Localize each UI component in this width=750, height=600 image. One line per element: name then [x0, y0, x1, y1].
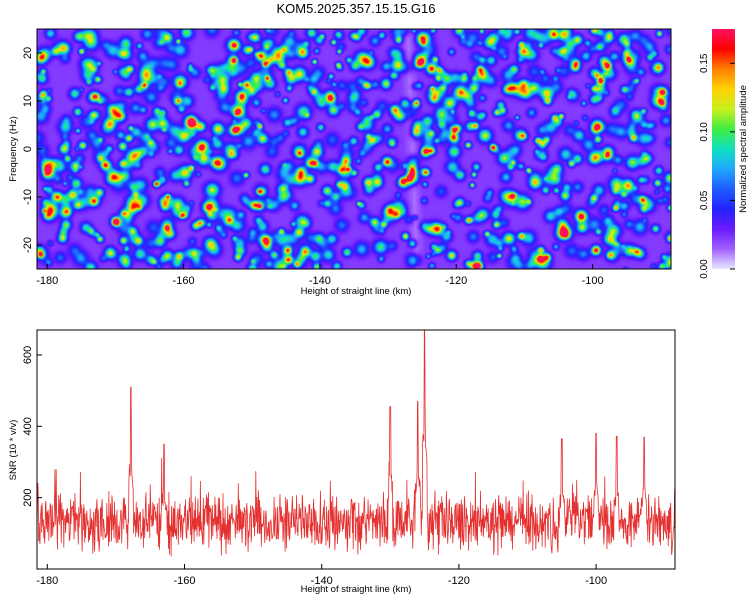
heatmap-x-tick-label: -160	[173, 275, 195, 287]
snr-y-tick-label: 400	[22, 417, 34, 435]
colorbar-tick-label: 0.00	[699, 259, 710, 279]
snr-x-tick-label: -180	[36, 575, 58, 587]
snr-series	[36, 329, 676, 557]
snr-frame	[36, 329, 676, 570]
heatmap-x-tick-label: -120	[445, 275, 467, 287]
heatmap-y-tick-label: 10	[22, 95, 34, 107]
snr-y-tick-label: 200	[22, 488, 34, 506]
heatmap-x-axis: -180 -160 -140 -120 -100	[36, 264, 604, 287]
snr-x-label: Height of straight line (km)	[301, 584, 412, 595]
snr-y-axis: 200 400 600	[22, 346, 42, 507]
snr-x-tick-label: -120	[448, 575, 470, 587]
snr-y-label: SNR (10 * v/v)	[8, 420, 19, 481]
page-title: KOM5.2025.357.15.15.G16	[276, 1, 436, 16]
colorbar-tick-label: 0.10	[699, 122, 710, 142]
colorbar-gradient	[712, 29, 735, 269]
heatmap-y-tick-label: 20	[22, 47, 34, 59]
heatmap-x-tick-label: -180	[36, 275, 58, 287]
heatmap-y-tick-label: 0	[22, 146, 34, 152]
snr-line	[36, 329, 676, 557]
snr-x-tick-label: -140	[311, 575, 333, 587]
heatmap-y-tick-label: -10	[22, 189, 34, 205]
heatmap-x-tick-label: -100	[582, 275, 604, 287]
snr-panel: -180 -160 -140 -120 -100 200 400 600 Height of…	[8, 329, 676, 595]
snr-x-tick-label: -160	[173, 575, 195, 587]
heatmap-y-axis: -20 -10 0 10 20	[22, 47, 42, 253]
heatmap-y-tick-label: -20	[22, 237, 34, 253]
colorbar-label: Normalized spectral amplitude	[738, 85, 749, 213]
snr-x-axis: -180 -160 -140 -120 -100	[36, 564, 607, 587]
snr-y-tick-label: 600	[22, 346, 34, 364]
colorbar-tick-label: 0.05	[699, 190, 710, 210]
colorbar-axis: 0.00 0.05 0.10 0.15	[699, 53, 735, 279]
heatmap-x-label: Height of straight line (km)	[301, 286, 412, 297]
colorbar: 0.00 0.05 0.10 0.15 Normalized spectral amp…	[699, 29, 749, 279]
colorbar-tick-label: 0.15	[699, 53, 710, 73]
snr-x-tick-label: -100	[585, 575, 607, 587]
heatmap-x-tick-label: -140	[309, 275, 331, 287]
heatmap-y-label: Frequency (Hz)	[8, 116, 19, 181]
spectral-heatmap	[37, 29, 671, 269]
